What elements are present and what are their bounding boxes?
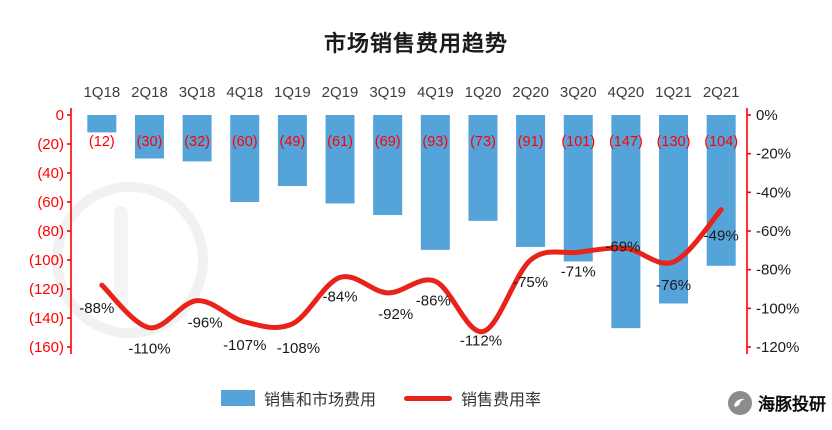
right-axis-tick: -40% bbox=[756, 184, 791, 201]
category-label: 3Q18 bbox=[179, 84, 216, 101]
category-label: 4Q19 bbox=[417, 84, 454, 101]
left-axis-tick: (140) bbox=[29, 310, 64, 327]
rate-value-label: -96% bbox=[188, 315, 223, 332]
bar-value-label: (69) bbox=[375, 134, 401, 150]
rate-value-label: -107% bbox=[223, 337, 266, 354]
bar bbox=[659, 115, 689, 304]
category-label: 1Q19 bbox=[274, 84, 311, 101]
bar bbox=[134, 115, 164, 159]
rate-value-label: -112% bbox=[460, 333, 502, 350]
bar-value-label: (60) bbox=[232, 134, 258, 150]
category-label: 4Q20 bbox=[608, 84, 645, 101]
bar-value-label: (49) bbox=[279, 134, 305, 150]
bar bbox=[230, 115, 260, 202]
bar bbox=[277, 115, 307, 187]
bar bbox=[420, 115, 450, 250]
left-axis-tick: (100) bbox=[29, 252, 64, 269]
category-label: 3Q20 bbox=[560, 84, 597, 101]
left-axis-tick: (120) bbox=[29, 281, 64, 298]
bar-value-label: (73) bbox=[470, 134, 496, 150]
left-axis-tick: (40) bbox=[37, 165, 64, 182]
rate-value-label: -84% bbox=[323, 288, 358, 305]
category-label: 1Q21 bbox=[655, 84, 692, 101]
right-axis-tick: -60% bbox=[756, 223, 791, 240]
legend-item-line: 销售费用率 bbox=[404, 386, 541, 410]
bar bbox=[468, 115, 498, 221]
bar-series-swatch bbox=[220, 390, 255, 406]
bar bbox=[373, 115, 403, 216]
right-axis-tick: -80% bbox=[756, 262, 791, 279]
legend-label-line: 销售费用率 bbox=[461, 392, 542, 409]
legend-label-bar: 销售和市场费用 bbox=[263, 392, 376, 409]
bar-value-label: (93) bbox=[422, 134, 448, 150]
bar-value-label: (101) bbox=[561, 134, 595, 150]
category-label: 2Q19 bbox=[322, 84, 359, 101]
left-axis-tick: (80) bbox=[37, 223, 64, 240]
bar-value-label: (104) bbox=[704, 134, 738, 150]
bar-value-label: (30) bbox=[137, 134, 163, 150]
legend: 销售和市场费用 销售费用率 bbox=[0, 386, 762, 410]
bar-value-label: (12) bbox=[89, 134, 115, 150]
left-axis-tick: 0 bbox=[56, 107, 64, 124]
brand-name: 海豚投研 bbox=[758, 395, 826, 414]
rate-value-label: -88% bbox=[79, 300, 114, 317]
right-axis-tick: -20% bbox=[756, 146, 791, 163]
rate-value-label: -110% bbox=[128, 341, 170, 358]
rate-value-label: -76% bbox=[656, 277, 691, 294]
bar bbox=[706, 115, 736, 266]
right-axis-tick: 0% bbox=[756, 107, 778, 124]
bar bbox=[563, 115, 593, 262]
category-label: 1Q18 bbox=[83, 84, 120, 101]
bar bbox=[325, 115, 355, 204]
category-label: 2Q20 bbox=[512, 84, 549, 101]
bar-value-label: (130) bbox=[657, 134, 691, 150]
brand-watermark: 海豚投研 bbox=[728, 390, 826, 415]
bar-value-label: (32) bbox=[184, 134, 210, 150]
bar-value-label: (61) bbox=[327, 134, 353, 150]
left-axis-tick: (160) bbox=[29, 339, 64, 356]
rate-value-label: -92% bbox=[378, 306, 413, 323]
bar-value-label: (147) bbox=[609, 134, 643, 150]
expense-rate-line bbox=[99, 207, 724, 335]
category-label: 3Q19 bbox=[369, 84, 406, 101]
left-axis-tick: (20) bbox=[37, 136, 64, 153]
bar bbox=[87, 115, 117, 133]
bar bbox=[516, 115, 546, 247]
bar-value-label: (91) bbox=[518, 134, 544, 150]
category-label: 4Q18 bbox=[226, 84, 263, 101]
chart-title: 市场销售费用趋势 bbox=[323, 31, 508, 56]
rate-value-label: -69% bbox=[605, 238, 640, 255]
category-label: 2Q18 bbox=[131, 84, 168, 101]
rate-value-label: -75% bbox=[513, 274, 548, 291]
line-series-swatch bbox=[404, 395, 452, 401]
dolphin-logo-icon bbox=[728, 390, 752, 415]
right-axis-tick: -100% bbox=[756, 300, 799, 317]
rate-value-label: -71% bbox=[561, 263, 596, 280]
category-label: 2Q21 bbox=[703, 84, 740, 101]
rate-value-label: -86% bbox=[416, 292, 451, 309]
left-axis-tick: (60) bbox=[37, 194, 64, 211]
category-label: 1Q20 bbox=[465, 84, 502, 101]
rate-value-label: -49% bbox=[704, 228, 739, 245]
bar bbox=[182, 115, 212, 162]
bar bbox=[611, 115, 641, 329]
legend-item-bar: 销售和市场费用 bbox=[220, 386, 376, 410]
rate-value-label: -108% bbox=[277, 340, 320, 357]
right-axis-tick: -120% bbox=[756, 339, 799, 356]
